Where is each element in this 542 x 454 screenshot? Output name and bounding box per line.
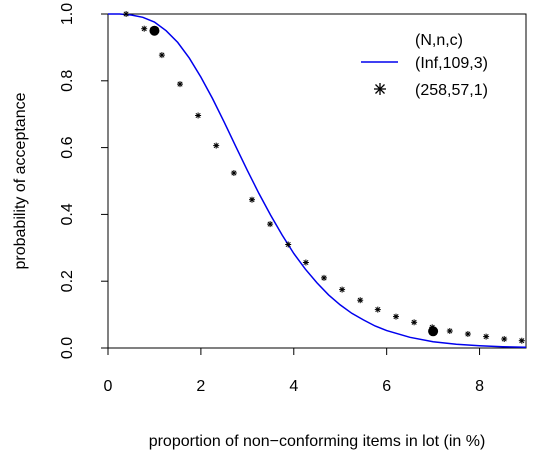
asterisk-point [267, 221, 274, 228]
x-axis: 0 2 4 6 8 [104, 348, 484, 395]
asterisk-point [249, 196, 255, 203]
x-tick-label: 0 [104, 378, 113, 395]
y-tick-label: 0.4 [59, 203, 76, 225]
asterisk-point [339, 286, 346, 293]
highlight-point [428, 326, 439, 337]
x-tick-label: 6 [382, 378, 391, 395]
legend: (N,n,c) (Inf,109,3) (258,57,1) [361, 32, 488, 99]
asterisk-point [518, 337, 525, 344]
legend-label-point-series: (258,57,1) [415, 82, 488, 99]
asterisk-point [123, 11, 130, 17]
x-tick-label: 8 [475, 378, 484, 395]
x-tick-label: 2 [196, 378, 205, 395]
asterisk-point [374, 306, 381, 313]
asterisk-point [321, 274, 327, 281]
y-tick-label: 0.6 [59, 136, 76, 158]
asterisk-point [141, 25, 148, 32]
y-tick-label: 0.2 [59, 270, 76, 292]
asterisk-point [483, 333, 490, 340]
y-tick-label: 1.0 [59, 3, 76, 25]
y-axis: 0.0 0.2 0.4 0.6 0.8 1.0 [59, 3, 108, 359]
legend-asterisk-swatch [374, 83, 386, 95]
legend-label-line-series: (Inf,109,3) [415, 55, 488, 72]
legend-header: (N,n,c) [415, 32, 463, 49]
asterisk-point [411, 319, 418, 326]
asterisk-point [195, 112, 202, 119]
asterisk-point [158, 52, 165, 59]
x-tick-label: 4 [289, 378, 298, 395]
y-tick-label: 0.0 [59, 337, 76, 359]
asterisk-point [213, 142, 220, 149]
plot-frame [107, 13, 527, 349]
series-line [108, 13, 527, 349]
highlight-layer [149, 25, 439, 337]
x-axis-title: proportion of non−conforming items in lo… [149, 433, 486, 450]
y-axis-title: probability of acceptance [12, 92, 29, 269]
asterisk-point [230, 170, 237, 176]
asterisk-point [446, 328, 453, 334]
asterisk-point [302, 259, 309, 266]
asterisk-point [393, 313, 399, 320]
asterisk-point [177, 81, 183, 88]
asterisk-point [501, 336, 508, 342]
highlight-point [149, 25, 160, 36]
series-layer [108, 11, 527, 349]
asterisk-point [357, 297, 364, 304]
y-tick-label: 0.8 [59, 70, 76, 92]
asterisk-point [285, 241, 292, 248]
asterisk-point [464, 331, 471, 337]
